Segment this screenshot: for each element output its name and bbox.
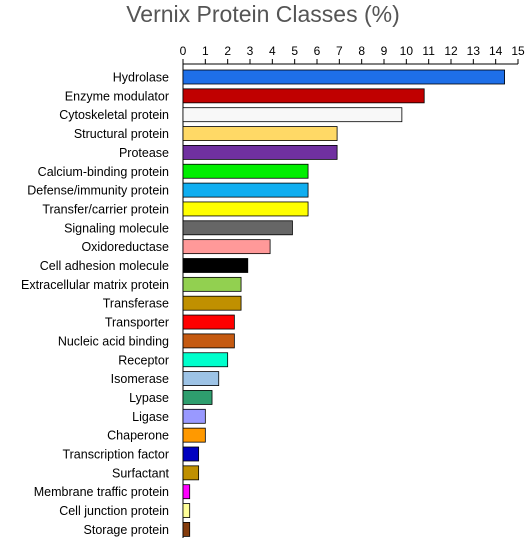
x-tick-label: 15 <box>511 44 525 58</box>
category-label: Enzyme modulator <box>65 89 169 103</box>
x-tick-label: 3 <box>247 44 254 58</box>
category-label: Protease <box>119 146 169 160</box>
category-label: Hydrolase <box>113 71 169 85</box>
category-label: Ligase <box>132 410 169 424</box>
bar <box>182 427 206 443</box>
category-label: Nucleic acid binding <box>58 334 169 348</box>
x-tick-label: 9 <box>381 44 388 58</box>
category-label: Surfactant <box>112 466 170 480</box>
chart-title: Vernix Protein Classes (%) <box>126 1 400 27</box>
bar <box>182 201 309 217</box>
x-tick-label: 10 <box>400 44 414 58</box>
bar <box>182 276 242 292</box>
bar <box>182 258 249 273</box>
bar <box>182 220 293 236</box>
x-tick-label: 14 <box>489 44 503 58</box>
bar <box>182 352 229 368</box>
category-label: Lypase <box>129 391 169 405</box>
bar <box>182 484 191 500</box>
category-label: Signaling molecule <box>64 221 169 235</box>
bar <box>182 88 425 104</box>
x-tick-label: 4 <box>269 44 276 58</box>
x-tick-label: 12 <box>444 44 458 58</box>
category-label: Chaperone <box>107 429 169 443</box>
bar <box>182 408 206 424</box>
bar <box>182 446 200 462</box>
category-label: Transporter <box>105 316 169 330</box>
category-label: Cytoskeletal protein <box>59 108 169 122</box>
x-tick-label: 0 <box>180 44 187 58</box>
x-tick-label: 7 <box>336 44 343 58</box>
category-label: Isomerase <box>111 372 169 386</box>
category-label: Cell adhesion molecule <box>40 259 169 273</box>
bar <box>182 522 191 537</box>
bar <box>182 465 200 481</box>
category-label: Receptor <box>118 353 169 367</box>
category-label: Cell junction protein <box>59 504 169 518</box>
x-tick-label: 6 <box>314 44 321 58</box>
bar <box>182 182 309 198</box>
category-label: Transcription factor <box>62 448 169 462</box>
category-label: Transfer/carrier protein <box>42 202 169 216</box>
category-label: Defense/immunity protein <box>27 184 169 198</box>
bar <box>182 295 242 311</box>
bar <box>182 107 403 123</box>
bar <box>182 314 235 330</box>
category-label: Storage protein <box>84 523 170 537</box>
bar <box>182 163 309 179</box>
bar <box>182 503 191 518</box>
category-label: Calcium-binding protein <box>38 165 169 179</box>
category-label: Membrane traffic protein <box>34 485 169 499</box>
bar <box>182 69 506 85</box>
bar <box>182 371 220 387</box>
category-label: Extracellular matrix protein <box>21 278 169 292</box>
category-label: Structural protein <box>74 127 169 141</box>
bar <box>182 333 235 349</box>
x-tick-label: 5 <box>291 44 298 58</box>
bar <box>182 239 271 255</box>
x-tick-label: 2 <box>224 44 231 58</box>
bar <box>182 144 338 160</box>
x-tick-label: 11 <box>422 44 435 58</box>
category-label: Transferase <box>103 297 169 311</box>
bar <box>182 126 338 141</box>
x-tick-label: 8 <box>358 44 365 58</box>
x-tick-label: 13 <box>467 44 481 58</box>
bar <box>182 390 213 405</box>
category-label: Oxidoreductase <box>81 240 169 254</box>
x-tick-label: 1 <box>202 44 209 58</box>
